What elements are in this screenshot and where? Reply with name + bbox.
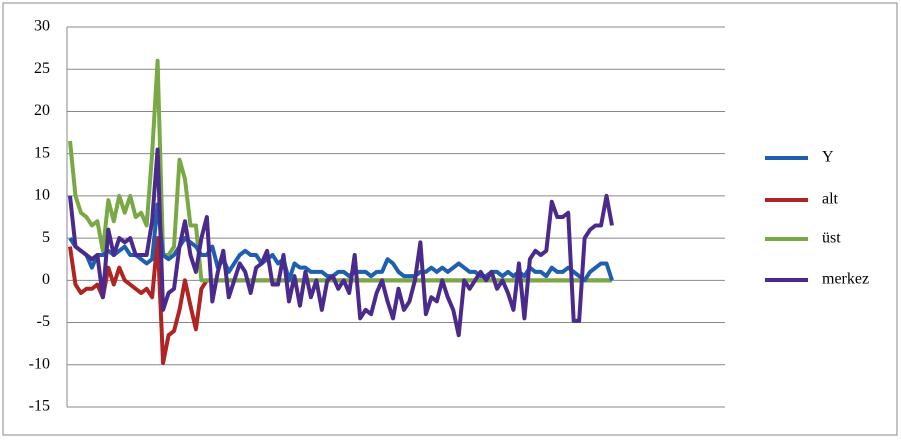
legend-label: Y: [822, 149, 834, 166]
y-tick-label: 30: [34, 18, 50, 35]
y-tick-label: -5: [37, 313, 50, 330]
y-tick-label: 20: [34, 102, 50, 119]
y-tick-label: -15: [29, 398, 50, 415]
legend-label: alt: [822, 191, 839, 208]
y-tick-label: -10: [29, 355, 50, 372]
y-tick-label: 15: [34, 144, 50, 161]
legend-label: merkez: [822, 271, 869, 288]
y-tick-label: 25: [34, 60, 50, 77]
y-tick-label: 10: [34, 187, 50, 204]
legend-label: üst: [822, 230, 841, 247]
series-line: [68, 147, 614, 338]
y-tick-label: 0: [42, 271, 50, 288]
chart-border: [2, 2, 898, 436]
y-tick-label: 5: [42, 229, 50, 246]
